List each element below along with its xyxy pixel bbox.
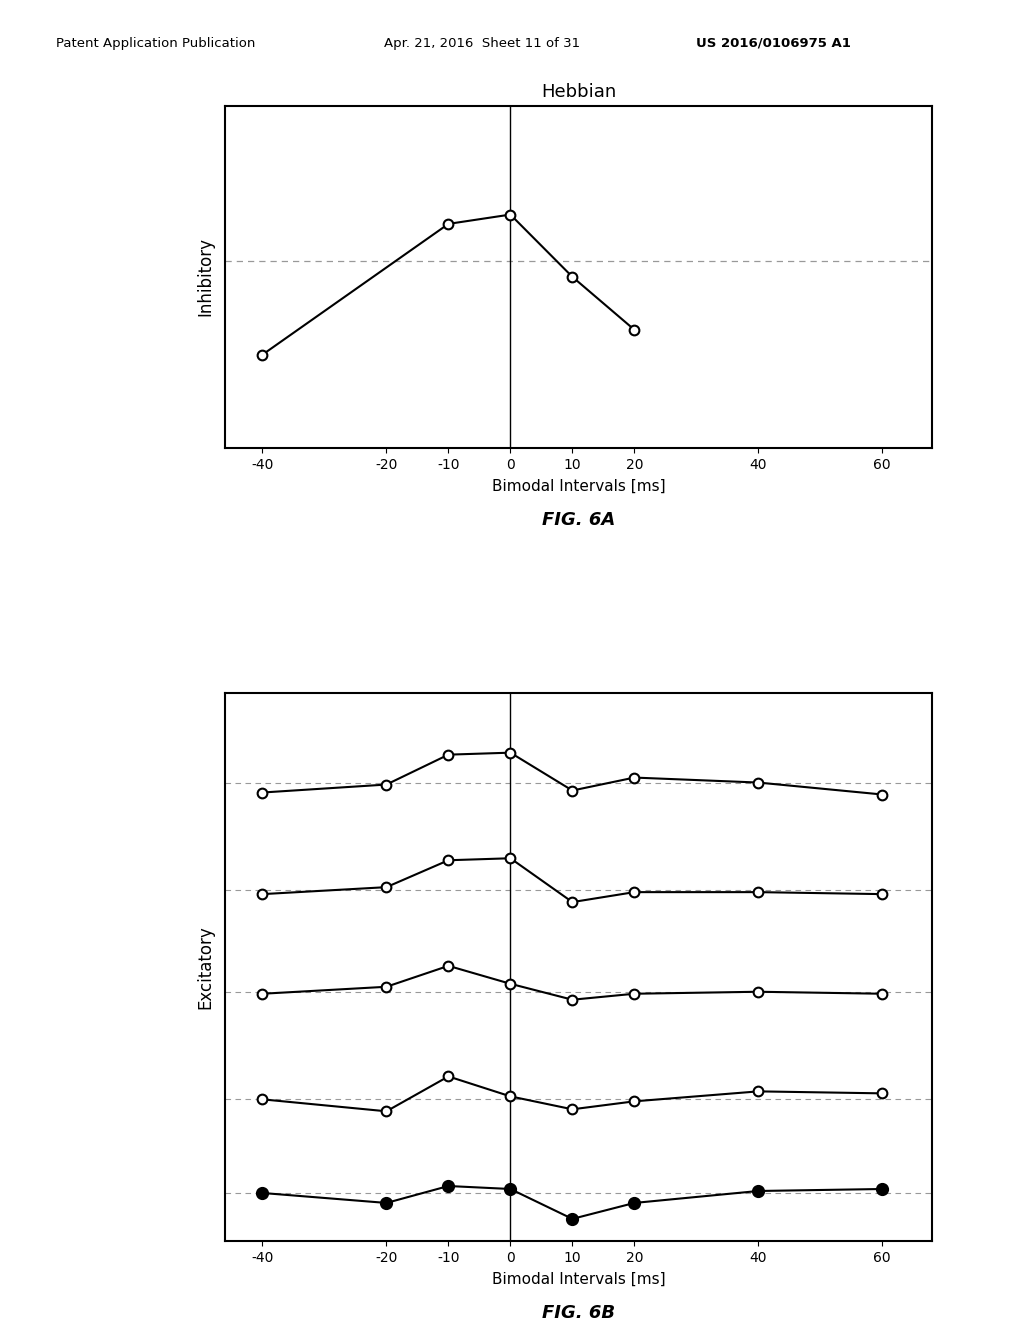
Text: Patent Application Publication: Patent Application Publication	[56, 37, 256, 50]
Text: FIG. 6B: FIG. 6B	[542, 1304, 615, 1320]
Title: Hebbian: Hebbian	[541, 83, 616, 102]
Text: Apr. 21, 2016  Sheet 11 of 31: Apr. 21, 2016 Sheet 11 of 31	[384, 37, 581, 50]
X-axis label: Bimodal Intervals [ms]: Bimodal Intervals [ms]	[492, 1271, 666, 1287]
Y-axis label: Inhibitory: Inhibitory	[197, 238, 214, 317]
X-axis label: Bimodal Intervals [ms]: Bimodal Intervals [ms]	[492, 479, 666, 494]
Text: FIG. 6A: FIG. 6A	[542, 511, 615, 529]
Text: US 2016/0106975 A1: US 2016/0106975 A1	[696, 37, 851, 50]
Y-axis label: Excitatory: Excitatory	[197, 925, 214, 1008]
